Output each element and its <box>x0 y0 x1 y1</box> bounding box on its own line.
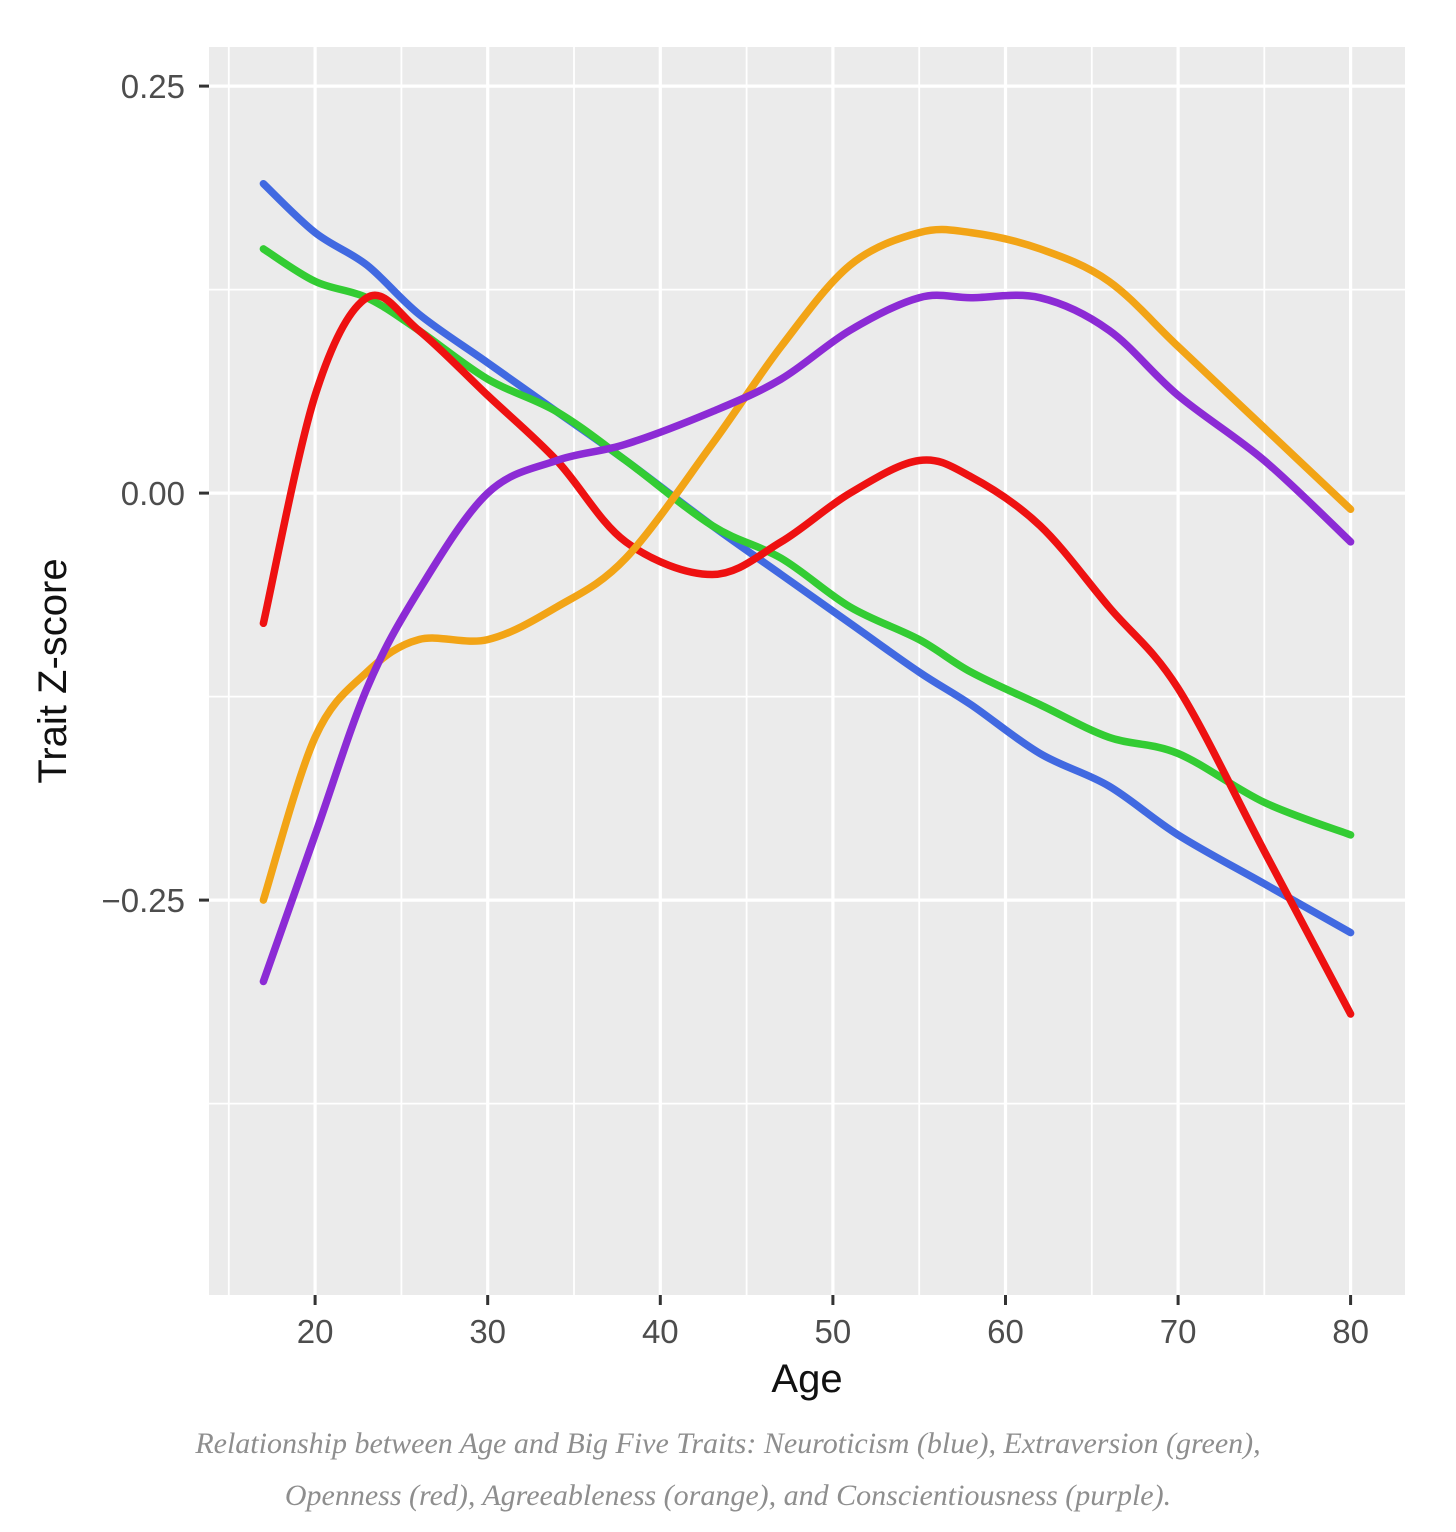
series-line-neuroticism <box>259 179 1355 937</box>
x-tick-label-30: 30 <box>469 1313 506 1350</box>
figure-caption-line1: Relationship between Age and Big Five Tr… <box>195 1427 1261 1460</box>
x-tick-labels: 20 30 40 50 60 70 80 <box>297 1313 1369 1350</box>
series-line-openness <box>259 291 1355 1018</box>
series-line-conscientiousness <box>259 291 1355 986</box>
x-tick-label-70: 70 <box>1160 1313 1197 1350</box>
y-tick-labels: 0.25 0.00 −0.25 <box>102 68 186 919</box>
axis-ticks <box>199 84 1353 1305</box>
x-tick-label-20: 20 <box>297 1313 334 1350</box>
series-lines <box>259 179 1355 1018</box>
x-tick-label-40: 40 <box>642 1313 679 1350</box>
y-axis-title: Trait Z-score <box>31 558 75 783</box>
series-line-agreeableness <box>259 225 1355 904</box>
x-axis-title: Age <box>771 1357 842 1401</box>
figure-caption-line2: Openness (red), Agreeableness (orange), … <box>284 1479 1172 1512</box>
line-chart: 20 30 40 50 60 70 80 0.25 0.00 −0.25 Age Trait Z… <box>31 47 1405 1401</box>
y-tick-label-0.00: 0.00 <box>121 475 185 512</box>
gridlines-major <box>209 47 1405 1295</box>
plot-panel <box>209 47 1405 1295</box>
y-tick-label-0.25: 0.25 <box>121 68 185 105</box>
x-tick-label-60: 60 <box>987 1313 1024 1350</box>
x-tick-label-80: 80 <box>1332 1313 1369 1350</box>
y-tick-label-−0.25: −0.25 <box>102 882 186 919</box>
x-tick-label-50: 50 <box>815 1313 852 1350</box>
figure-caption: Relationship between Age and Big Five Tr… <box>0 1418 1456 1522</box>
